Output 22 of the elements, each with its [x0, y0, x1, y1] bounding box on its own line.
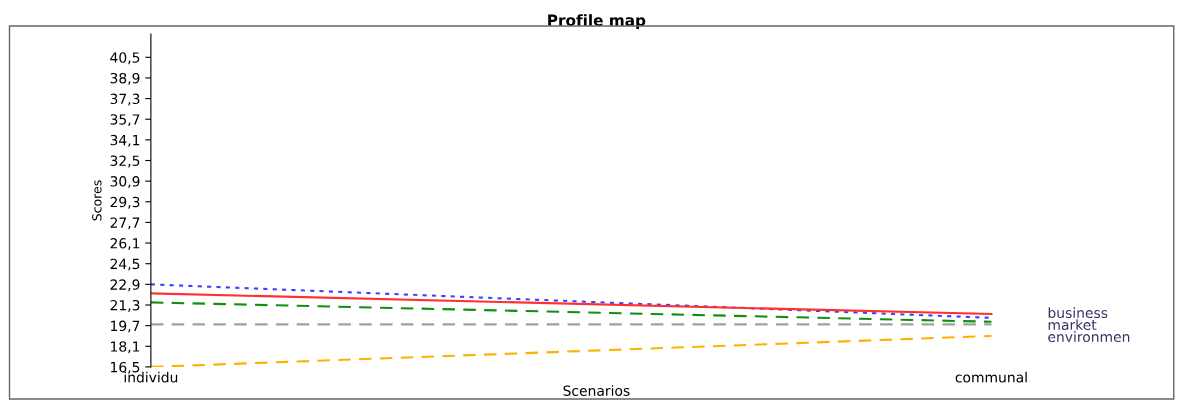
text: environmen — [1048, 331, 1130, 343]
y-tick-label: 32,5 — [110, 155, 140, 168]
y-tick-label: 21,3 — [110, 299, 140, 312]
y-tick-label: 30,9 — [110, 176, 140, 189]
y-tick-label: 22,9 — [110, 279, 140, 292]
y-tick-label: 37,3 — [110, 93, 140, 106]
y-tick-label: 38,9 — [110, 72, 140, 85]
text: business — [1048, 307, 1108, 319]
y-tick-label: 35,7 — [110, 114, 140, 127]
y-tick-label: 26,1 — [110, 238, 140, 250]
x-axis-title: Scenarios — [563, 385, 630, 396]
y-tick-label: 18,1 — [111, 341, 140, 354]
y-axis-title: Scores — [92, 180, 102, 221]
y-tick-label: 34,1 — [110, 134, 140, 147]
chart-title: Profile map — [548, 14, 646, 29]
y-tick-label: 40,5 — [110, 52, 140, 65]
text: market — [1048, 319, 1097, 331]
y-tick-label: 19,7 — [111, 320, 140, 333]
x-tick-label: communal — [955, 371, 1027, 383]
y-tick-label: 24,5 — [110, 258, 140, 271]
y-tick-label: 29,3 — [110, 196, 140, 209]
y-tick-label: 27,7 — [110, 217, 140, 230]
